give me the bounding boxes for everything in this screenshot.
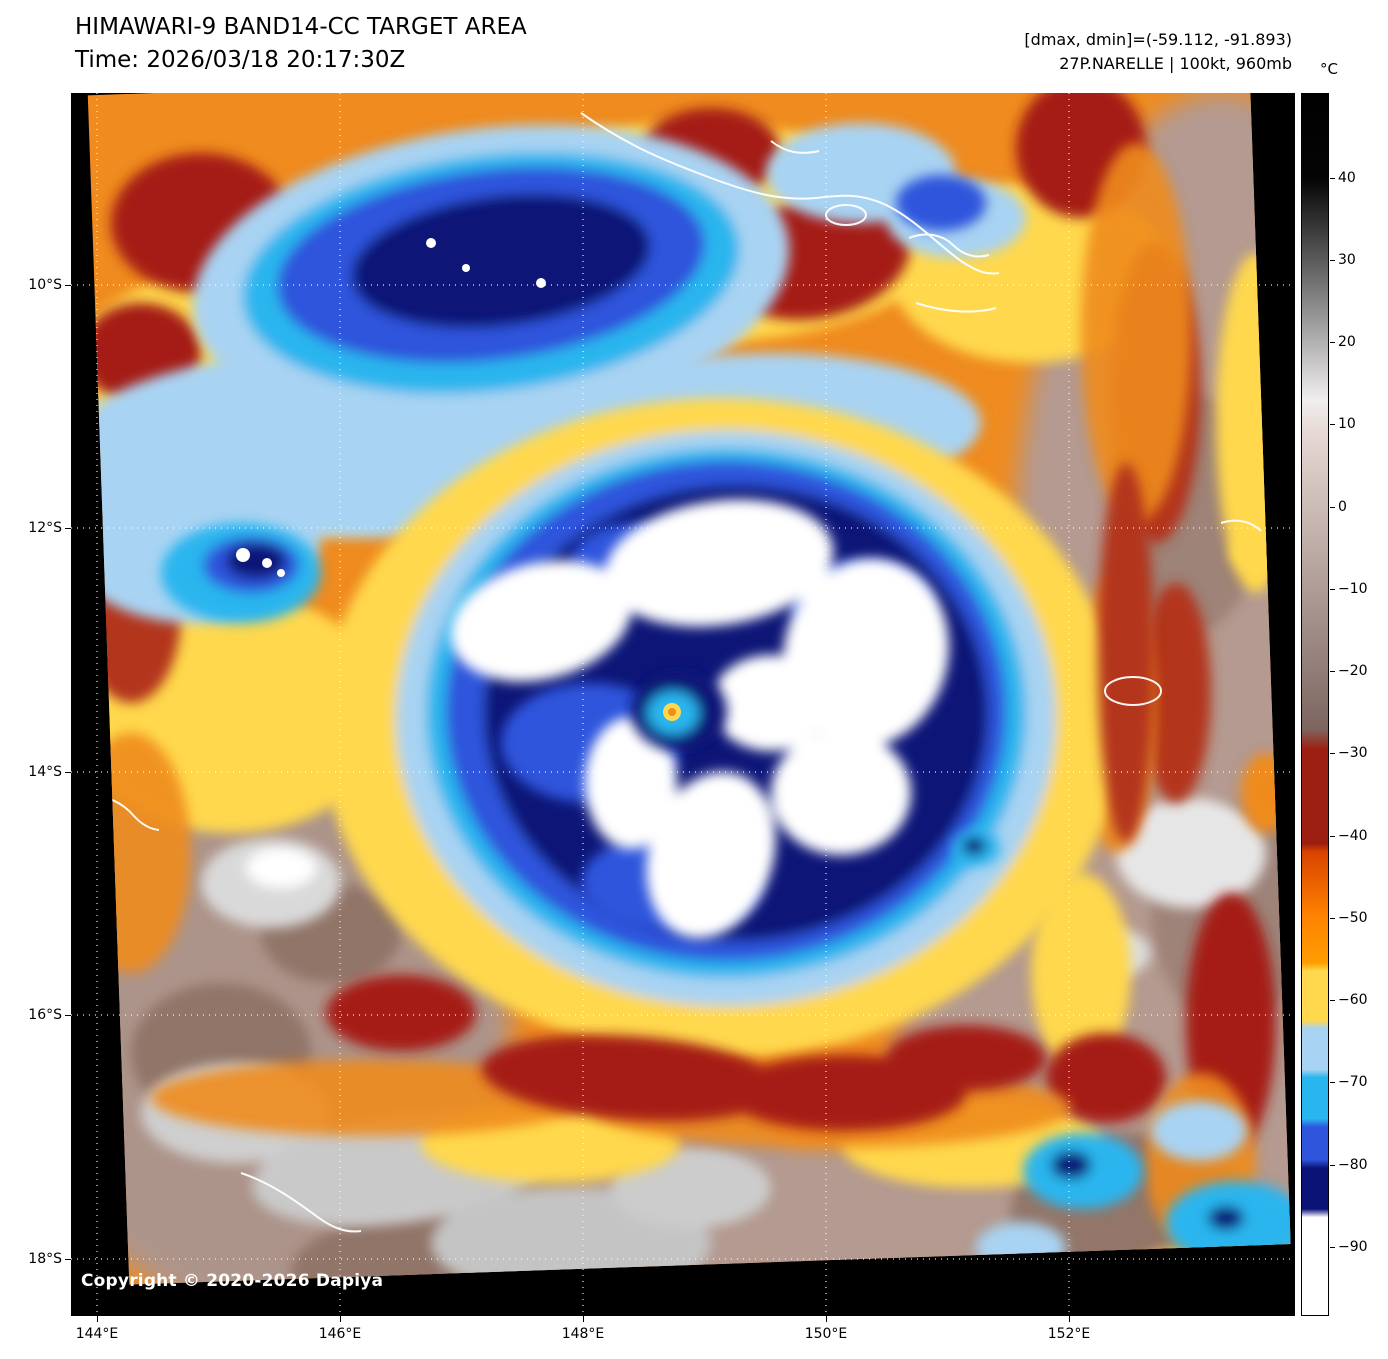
colorbar-tick-label: 40	[1338, 169, 1356, 186]
colorbar-tick-mark	[1330, 342, 1335, 344]
colorbar-tick-mark	[1330, 1000, 1335, 1002]
x-tick-label: 146°E	[318, 1326, 362, 1342]
colorbar-tick-label: −60	[1338, 992, 1368, 1009]
y-tick-mark	[65, 772, 71, 773]
colorbar-tick-label: −40	[1338, 827, 1368, 844]
colorbar-tick-label: −80	[1338, 1156, 1368, 1173]
coastlines	[87, 112, 1262, 1233]
colorbar-unit-label: °C	[1320, 60, 1338, 78]
colorbar-tick-mark	[1330, 835, 1335, 837]
y-tick-label: 14°S	[28, 764, 62, 780]
x-tick-mark	[97, 1316, 98, 1322]
satellite-image	[71, 93, 1295, 1316]
copyright-label: Copyright © 2020-2026 Dapiya	[81, 1271, 384, 1291]
colorbar-tick-label: −20	[1338, 663, 1368, 680]
x-tick-label: 144°E	[75, 1326, 119, 1342]
colorbar-tick-mark	[1330, 753, 1335, 755]
colorbar-tick-mark	[1330, 1164, 1335, 1166]
timestamp-label: Time: 2026/03/18 20:17:30Z	[75, 47, 406, 73]
colorbar-tick-label: −10	[1338, 580, 1368, 597]
x-tick-label: 150°E	[804, 1326, 848, 1342]
y-tick-label: 16°S	[28, 1007, 62, 1023]
map-plot-area: Copyright © 2020-2026 Dapiya	[71, 93, 1295, 1316]
colorbar-tick-label: −30	[1338, 745, 1368, 762]
colorbar-gradient	[1301, 93, 1329, 1316]
x-tick-mark	[583, 1316, 584, 1322]
x-tick-mark	[1069, 1316, 1070, 1322]
y-tick-label: 18°S	[28, 1251, 62, 1267]
colorbar-tick-mark	[1330, 1082, 1335, 1084]
colorbar-tick-mark	[1330, 671, 1335, 673]
gridlines	[71, 93, 1295, 1316]
colorbar-tick-label: −50	[1338, 909, 1368, 926]
colorbar-tick-mark	[1330, 424, 1335, 426]
dmax-dmin-label: [dmax, dmin]=(-59.112, -91.893)	[1024, 30, 1292, 49]
x-tick-mark	[340, 1316, 341, 1322]
y-tick-label: 10°S	[28, 277, 62, 293]
colorbar-tick-label: 20	[1338, 334, 1356, 351]
page-title: HIMAWARI-9 BAND14-CC TARGET AREA	[75, 14, 527, 40]
colorbar-tick-mark	[1330, 177, 1335, 179]
storm-info-label: 27P.NARELLE | 100kt, 960mb	[1059, 54, 1292, 73]
colorbar-tick-mark	[1330, 1246, 1335, 1248]
y-tick-mark	[65, 1015, 71, 1016]
y-tick-mark	[65, 285, 71, 286]
colorbar-tick-label: −90	[1338, 1238, 1368, 1255]
y-tick-label: 12°S	[28, 520, 62, 536]
colorbar-tick-mark	[1330, 506, 1335, 508]
y-tick-mark	[65, 528, 71, 529]
x-tick-label: 152°E	[1047, 1326, 1091, 1342]
colorbar: 40 30 20 10 0 −10 −20 −30 −40 −50 −60 −70 −80 −90	[1301, 93, 1387, 1316]
y-tick-mark	[65, 1259, 71, 1260]
colorbar-tick-mark	[1330, 917, 1335, 919]
colorbar-tick-label: 10	[1338, 416, 1356, 433]
colorbar-tick-mark	[1330, 588, 1335, 590]
colorbar-tick-label: 0	[1338, 498, 1347, 515]
colorbar-tick-mark	[1330, 259, 1335, 261]
colorbar-tick-label: −70	[1338, 1074, 1368, 1091]
colorbar-tick-label: 30	[1338, 251, 1356, 268]
x-tick-mark	[826, 1316, 827, 1322]
x-tick-label: 148°E	[561, 1326, 605, 1342]
